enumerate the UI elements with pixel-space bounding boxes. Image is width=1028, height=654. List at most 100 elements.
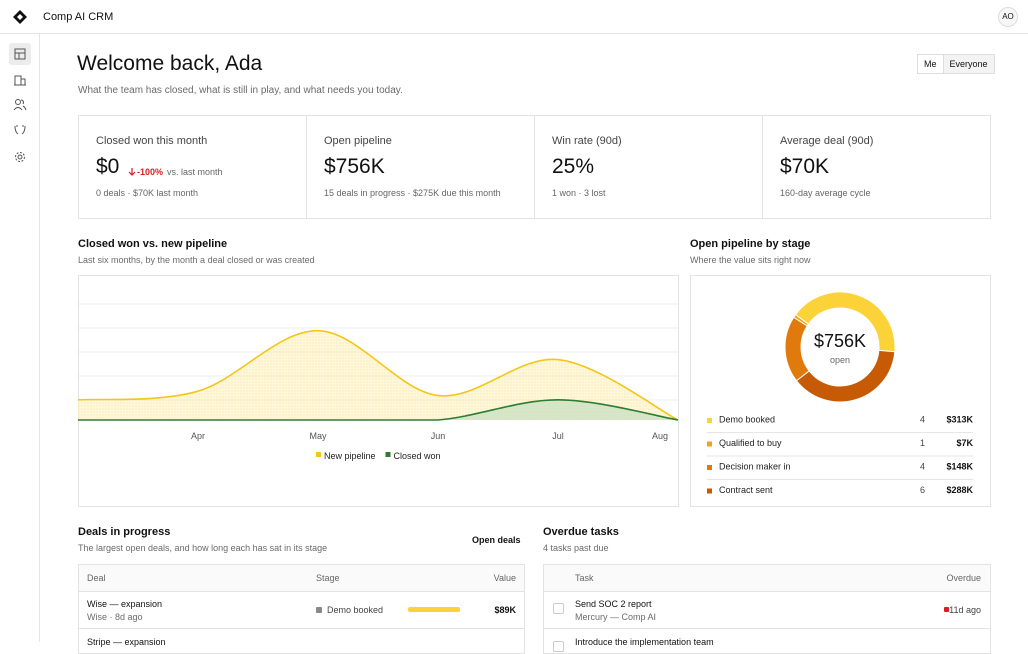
nav-companies[interactable]	[14, 75, 26, 86]
section-subtitle: Last six months, by the month a deal clo…	[78, 255, 315, 265]
stage-value: $148K	[946, 462, 973, 472]
stage-count: 6	[920, 485, 925, 495]
sidebar-icons	[9, 43, 31, 162]
area-line	[77, 399, 679, 421]
deals-table: Deal Stage Value Wise — expansion Wise ·…	[78, 564, 525, 654]
kpi-value: $70K	[780, 155, 830, 178]
overdue-dot	[944, 607, 949, 612]
logo	[13, 10, 27, 24]
kpi-label: Open pipeline	[324, 135, 392, 147]
kpi-delta-note: vs. last month	[167, 167, 223, 177]
legend-label: New pipeline	[324, 451, 376, 461]
chart-card	[78, 275, 679, 507]
top-bar: Comp AI CRM AO	[0, 0, 1028, 34]
x-tick-label: Jun	[431, 431, 446, 441]
section-subtitle: 4 tasks past due	[543, 543, 609, 553]
deal-stage: Demo booked	[327, 605, 384, 615]
delta-arrow	[128, 168, 136, 176]
stage-name: Qualified to buy	[719, 438, 782, 448]
kpi-note: 1 won · 3 lost	[552, 188, 606, 198]
toggle-option[interactable]: Everyone	[943, 55, 994, 73]
deal-name[interactable]: Wise — expansion	[87, 599, 163, 609]
task-checkbox[interactable]	[553, 603, 564, 614]
page-title: Welcome back, Ada	[77, 52, 263, 75]
donut-chart: $756K open Demo booked 4 $313K Qualified to…	[707, 291, 973, 495]
stage-name: Demo booked	[719, 415, 775, 425]
legend-swatch	[707, 465, 712, 470]
donut-segment	[784, 316, 810, 382]
section-title: Closed won vs. new pipeline	[78, 238, 228, 250]
kpi-label: Average deal (90d)	[780, 135, 874, 147]
kpi-card: Average deal (90d) $70K 160-day average cy…	[762, 116, 990, 218]
kpi-note: 0 deals · $70K last month	[96, 188, 199, 198]
section-subtitle: The largest open deals, and how long eac…	[78, 543, 328, 553]
area-line	[77, 329, 679, 421]
x-tick-label: Jul	[552, 431, 564, 441]
nav-settings[interactable]	[17, 154, 23, 160]
nav-contacts[interactable]	[15, 99, 21, 105]
column-header: Task	[575, 573, 594, 583]
stage-value: $313K	[946, 415, 973, 425]
legend-swatch	[385, 452, 391, 457]
legend-swatch	[707, 488, 712, 494]
sidebar	[0, 34, 40, 642]
stage-dot	[316, 607, 322, 613]
donut-card	[690, 275, 991, 507]
kpi-card: Win rate (90d) 25% 1 won · 3 lost	[534, 116, 762, 218]
column-header: Deal	[87, 573, 106, 583]
deal-name[interactable]: Stripe — expansion	[87, 637, 166, 647]
kpi-delta: -100%	[137, 167, 164, 177]
deal-meta: Wise · 8d ago	[87, 612, 143, 622]
task-checkbox[interactable]	[553, 641, 564, 652]
area-texture	[78, 330, 678, 420]
donut-center-value: $756K	[814, 331, 866, 351]
legend-swatch	[707, 418, 712, 423]
task-title[interactable]: Introduce the implementation team	[575, 637, 714, 647]
task-title[interactable]: Send SOC 2 report	[575, 599, 652, 609]
kpi-value: $756K	[324, 155, 385, 178]
column-header: Stage	[316, 573, 340, 583]
area-texture	[78, 399, 678, 420]
deal-value: $89K	[494, 605, 516, 615]
legend-swatch	[707, 441, 712, 447]
kpi-label: Closed won this month	[96, 135, 208, 147]
kpi-note: 160-day average cycle	[780, 188, 871, 198]
section-title: Open pipeline by stage	[690, 238, 811, 250]
stage-count: 4	[920, 462, 925, 472]
app-name: Comp AI CRM	[43, 11, 114, 23]
kpi-card: Closed won this month $0 -100% vs. last mon…	[79, 116, 306, 218]
legend-label: Closed won	[394, 451, 441, 461]
x-tick-label: Apr	[191, 431, 205, 441]
nav-deals[interactable]	[14, 125, 26, 135]
kpi-label: Win rate (90d)	[552, 135, 622, 147]
stage-value: $288K	[946, 485, 973, 495]
task-overdue: 11d ago	[949, 605, 981, 615]
stage-name: Contract sent	[719, 485, 773, 495]
legend-swatch	[316, 452, 321, 457]
task-meta: Mercury — Comp AI	[575, 612, 657, 622]
kpi-strip: Closed won this month $0 -100% vs. last mon…	[78, 115, 991, 219]
section-title: Overdue tasks	[543, 526, 619, 538]
stage-count: 1	[920, 438, 925, 448]
stage-count: 4	[920, 415, 925, 425]
nav-dashboard[interactable]	[14, 48, 26, 60]
stage-value: $7K	[956, 438, 973, 448]
kpi-card: Open pipeline $756K 15 deals in progress ·…	[306, 116, 534, 218]
kpi-value: 25%	[552, 155, 595, 178]
toggle-option[interactable]: Me	[918, 55, 944, 73]
section-subtitle: Where the value sits right now	[690, 255, 811, 265]
stage-name: Decision maker in	[719, 462, 791, 472]
tasks-table: Task Overdue Send SOC 2 report Mercury —…	[543, 564, 991, 654]
page-subtitle: What the team has closed, what is still …	[78, 85, 403, 96]
avatar[interactable]: AO	[998, 7, 1018, 27]
kpi-value: $0	[96, 155, 120, 178]
donut-segment	[795, 349, 896, 403]
stage-age-bar	[408, 607, 460, 612]
open-deals-link[interactable]: Open deals	[472, 535, 521, 545]
column-header: Overdue	[946, 573, 981, 583]
column-header: Value	[493, 573, 516, 583]
x-tick-label: Aug	[652, 431, 668, 441]
section-title: Deals in progress	[78, 526, 171, 538]
